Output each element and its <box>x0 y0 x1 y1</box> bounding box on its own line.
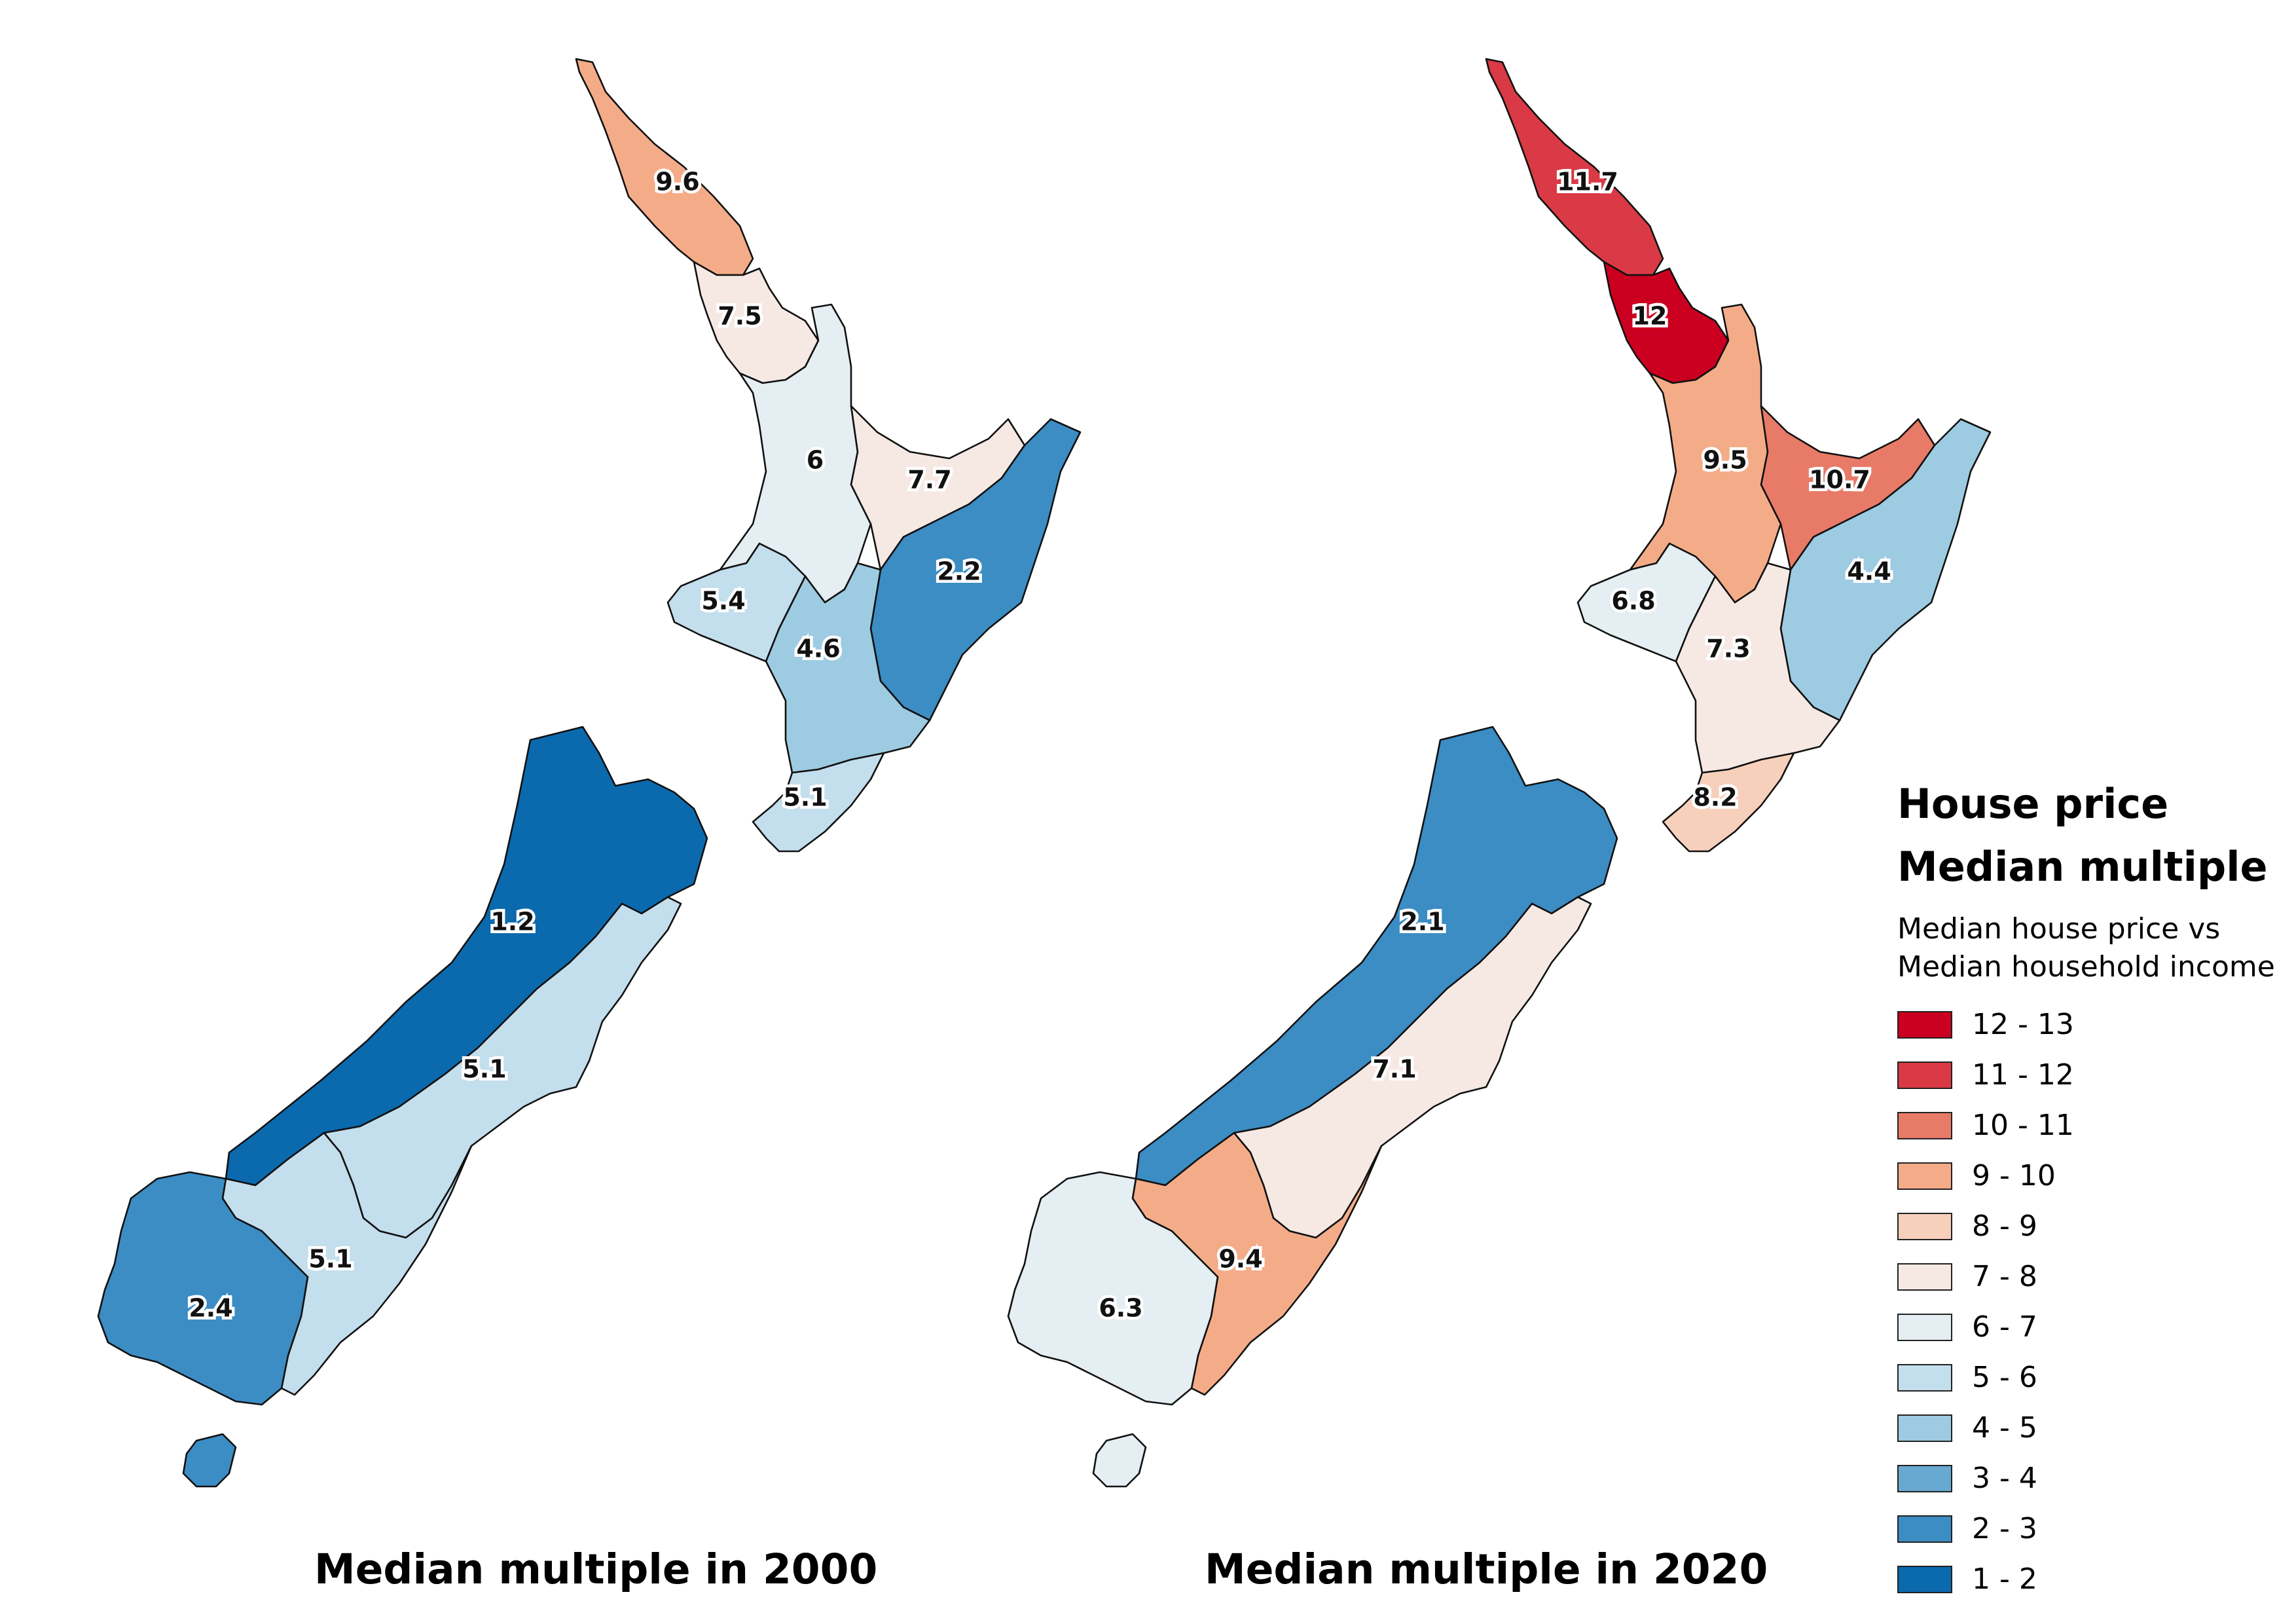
legend-swatch <box>1897 1061 1952 1089</box>
legend-swatch <box>1897 1212 1952 1240</box>
region-label-taranaki: 5.4 <box>701 587 745 616</box>
legend-item: 2 - 3 <box>1897 1504 2290 1554</box>
region-label-canterbury: 7.1 <box>1372 1055 1416 1084</box>
legend-item: 7 - 8 <box>1897 1251 2290 1302</box>
legend-swatch <box>1897 1565 1952 1593</box>
region-label-otago: 5.1 <box>308 1245 352 1274</box>
legend-item: 9 - 10 <box>1897 1151 2290 1201</box>
legend-label: 5 - 6 <box>1972 1361 2037 1394</box>
legend-swatch <box>1897 1363 1952 1392</box>
region-label-taranaki: 6.8 <box>1611 587 1655 616</box>
legend-label: 10 - 11 <box>1972 1109 2074 1142</box>
legend: House price Median multiple Median house… <box>1897 773 2290 1604</box>
region-label-southland: 2.4 <box>189 1294 232 1323</box>
legend-swatch <box>1897 1313 1952 1341</box>
legend-label: 2 - 3 <box>1972 1512 2037 1545</box>
legend-swatch <box>1897 1010 1952 1039</box>
legend-title-line2: Median multiple <box>1897 843 2268 891</box>
legend-item: 12 - 13 <box>1897 999 2290 1050</box>
legend-swatch <box>1897 1515 1952 1543</box>
region-stewart-island <box>1092 1433 1147 1488</box>
region-label-waikato: 6 <box>807 446 824 475</box>
map-2000: 9.6 7.5 6 7.7 2.2 5.4 4.6 5.1 1.2 5.1 5.1 2.4 <box>97 58 1082 1488</box>
region-label-west-coast-nelson: 1.2 <box>490 908 534 936</box>
legend-subtitle-line2: Median household income <box>1897 950 2275 984</box>
map-title-2000: Median multiple in 2000 <box>314 1545 878 1593</box>
region-gisborne-hawkes-bay <box>1779 418 1992 722</box>
region-label-canterbury: 5.1 <box>462 1055 506 1084</box>
legend-swatch <box>1897 1414 1952 1442</box>
legend-swatch <box>1897 1162 1952 1190</box>
region-waikato <box>1629 303 1782 604</box>
legend-swatch <box>1897 1464 1952 1492</box>
region-wellington <box>752 752 885 853</box>
region-label-manawatu-wanganui: 7.3 <box>1706 635 1750 663</box>
legend-label: 7 - 8 <box>1972 1260 2037 1293</box>
region-label-auckland: 12 <box>1633 302 1667 331</box>
legend-title-line1: House price <box>1897 780 2169 828</box>
legend-label: 3 - 4 <box>1972 1462 2037 1495</box>
map-title-2020: Median multiple in 2020 <box>1205 1545 1768 1593</box>
region-label-gisborne-hawkes-bay: 4.4 <box>1847 557 1891 586</box>
legend-item: 6 - 7 <box>1897 1302 2290 1352</box>
legend-label: 9 - 10 <box>1972 1159 2056 1192</box>
legend-item: 1 - 2 <box>1897 1554 2290 1604</box>
legend-label: 4 - 5 <box>1972 1411 2037 1445</box>
legend-subtitle-line1: Median house price vs <box>1897 912 2221 946</box>
map-2020: 11.7 12 9.5 10.7 4.4 6.8 7.3 8.2 2.1 7.1 9.4 6.3 <box>1007 58 1992 1488</box>
region-label-wellington: 5.1 <box>783 783 827 812</box>
region-label-west-coast-nelson: 2.1 <box>1400 908 1444 936</box>
legend-label: 11 - 12 <box>1972 1058 2074 1092</box>
region-label-southland: 6.3 <box>1099 1294 1142 1323</box>
region-gisborne-hawkes-bay <box>869 418 1082 722</box>
region-label-gisborne-hawkes-bay: 2.2 <box>937 557 981 586</box>
legend-label: 8 - 9 <box>1972 1209 2037 1243</box>
legend-items: 12 - 13 11 - 12 10 - 11 9 - 10 8 - 9 7 - 8 6 -… <box>1897 999 2290 1604</box>
legend-item: 11 - 12 <box>1897 1050 2290 1100</box>
legend-item: 10 - 11 <box>1897 1100 2290 1151</box>
region-label-wellington: 8.2 <box>1693 783 1737 812</box>
region-southland <box>1007 1171 1219 1406</box>
legend-swatch <box>1897 1263 1952 1291</box>
region-waikato <box>719 303 872 604</box>
region-stewart-island <box>182 1433 237 1488</box>
region-label-bay-of-plenty: 7.7 <box>907 466 951 494</box>
legend-label: 1 - 2 <box>1972 1562 2037 1596</box>
region-label-bay-of-plenty: 10.7 <box>1809 466 1870 494</box>
region-label-northland: 9.6 <box>655 168 699 196</box>
legend-item: 8 - 9 <box>1897 1201 2290 1251</box>
legend-swatch <box>1897 1111 1952 1139</box>
region-label-auckland: 7.5 <box>718 302 761 331</box>
region-southland <box>97 1171 309 1406</box>
region-wellington <box>1662 752 1795 853</box>
region-label-manawatu-wanganui: 4.6 <box>796 635 840 663</box>
legend-label: 12 - 13 <box>1972 1008 2074 1041</box>
legend-label: 6 - 7 <box>1972 1310 2037 1344</box>
legend-item: 3 - 4 <box>1897 1453 2290 1504</box>
region-label-waikato: 9.5 <box>1703 446 1747 475</box>
legend-item: 4 - 5 <box>1897 1403 2290 1453</box>
region-label-otago: 9.4 <box>1218 1245 1262 1274</box>
legend-item: 5 - 6 <box>1897 1352 2290 1403</box>
region-label-northland: 11.7 <box>1557 168 1618 196</box>
